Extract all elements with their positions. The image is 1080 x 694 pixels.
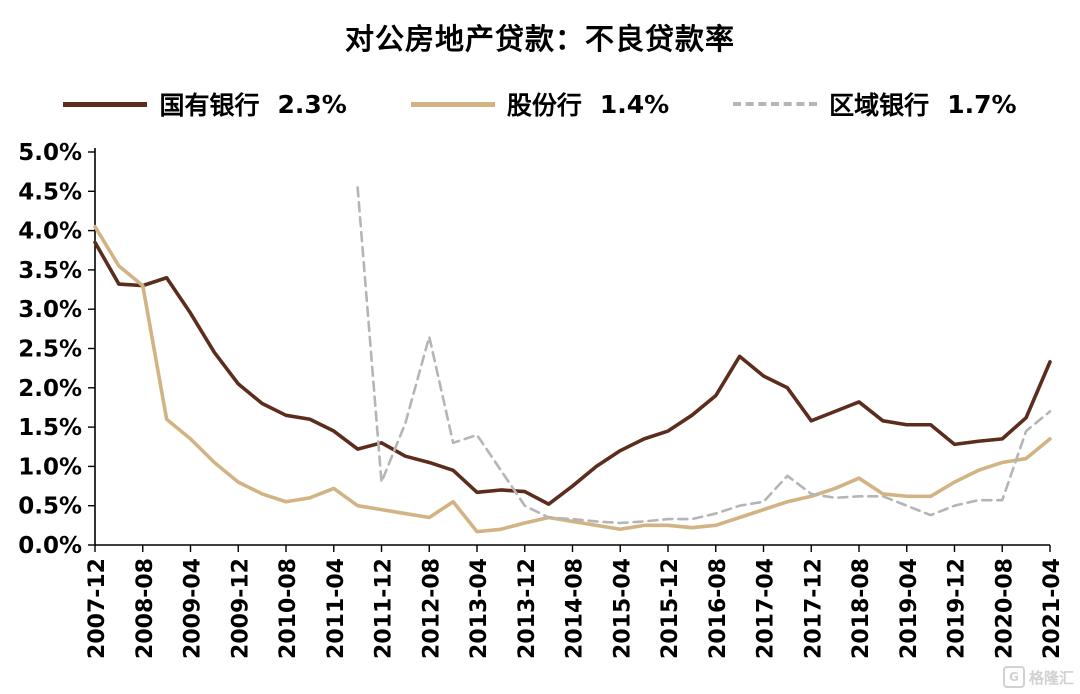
legend-label: 区域银行 [829,91,930,120]
svg-text:2017-12: 2017-12 [801,558,826,659]
svg-text:2011-12: 2011-12 [372,558,397,659]
watermark-g-icon: G [1002,666,1025,688]
svg-text:2010-08: 2010-08 [276,558,301,659]
regional-banks-line-swatch-icon [733,102,818,106]
svg-text:2013-04: 2013-04 [467,558,492,659]
legend-value: 2.3% [277,89,347,119]
svg-text:3.0%: 3.0% [18,297,82,323]
legend-value: 1.4% [599,89,670,119]
svg-text:0.5%: 0.5% [18,494,82,520]
svg-text:2.0%: 2.0% [18,376,82,402]
chart-title: 对公房地产贷款：不良贷款率 [344,22,735,56]
svg-text:2016-08: 2016-08 [706,558,731,659]
svg-text:2007-12: 2007-12 [85,558,110,659]
svg-text:2015-12: 2015-12 [658,558,683,659]
svg-text:2013-12: 2013-12 [515,558,540,659]
svg-text:2009-04: 2009-04 [181,558,206,659]
svg-text:4.5%: 4.5% [18,179,82,205]
svg-text:2014-08: 2014-08 [563,558,588,659]
watermark-logo: G 格隆汇 [1002,666,1074,688]
svg-text:2015-04: 2015-04 [610,558,635,659]
legend-value: 1.7% [947,89,1017,119]
watermark-text: 格隆汇 [1028,668,1074,687]
svg-text:2008-08: 2008-08 [133,558,158,659]
jointstock-banks-line-swatch-icon [410,101,495,107]
svg-text:5.0%: 5.0% [18,140,82,166]
svg-text:2009-12: 2009-12 [228,558,253,659]
svg-text:2020-08: 2020-08 [992,558,1017,659]
svg-text:2012-08: 2012-08 [419,558,444,659]
legend-label: 股份行 [506,91,582,120]
svg-text:4.0%: 4.0% [18,219,82,245]
svg-text:2021-04: 2021-04 [1040,558,1065,659]
svg-text:2018-08: 2018-08 [849,558,874,659]
svg-text:3.5%: 3.5% [18,258,82,284]
svg-text:1.0%: 1.0% [18,454,82,480]
svg-text:2019-04: 2019-04 [897,558,922,659]
svg-text:0.0%: 0.0% [18,533,82,559]
legend-item-jointstock-banks: 股份行 1.4% [410,86,670,122]
legend-item-state-banks: 国有银行 2.3% [63,86,347,122]
state-banks-line-swatch-icon [63,101,148,107]
svg-text:2.5%: 2.5% [18,337,82,363]
chart-legend: 国有银行 2.3% 股份行 1.4% 区域银行 1.7% [0,86,1080,122]
legend-item-regional-banks: 区域银行 1.7% [733,86,1017,122]
svg-text:2011-04: 2011-04 [324,558,349,659]
legend-label: 国有银行 [159,91,260,120]
svg-text:1.5%: 1.5% [18,415,82,441]
svg-text:2017-04: 2017-04 [754,558,779,659]
svg-text:2019-12: 2019-12 [945,558,970,659]
